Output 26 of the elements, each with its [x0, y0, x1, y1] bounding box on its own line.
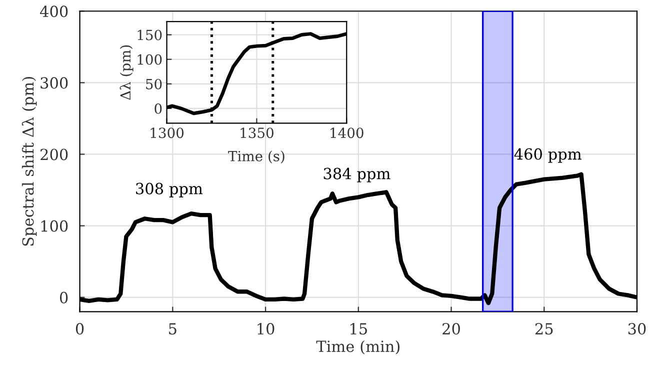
- x-tick-label: 30: [628, 323, 646, 335]
- y-tick-label: 100: [138, 54, 162, 65]
- x-tick-label: 1400: [330, 128, 364, 138]
- x-tick-label: 1300: [150, 128, 184, 138]
- x-tick-label: 15: [350, 323, 367, 335]
- annotation: 384 ppm: [324, 168, 390, 182]
- y-tick-label: 50: [146, 78, 162, 90]
- y-tick-label: 150: [138, 30, 162, 40]
- y-tick-label: 300: [40, 77, 68, 89]
- annotation: 308 ppm: [136, 182, 203, 198]
- x-tick-label: 25: [535, 323, 553, 335]
- y-tick-label: 400: [40, 6, 68, 18]
- y-tick-label: 0: [154, 103, 162, 114]
- x-tick-label: 1350: [240, 128, 274, 138]
- y-tick-label: 0: [60, 292, 68, 304]
- x-tick-label: 10: [258, 323, 274, 335]
- y-axis-title: Spectral shift Δλ (pm): [22, 77, 37, 246]
- x-tick-label: 5: [169, 323, 176, 335]
- x-axis-title: Time (min): [316, 340, 400, 354]
- y-tick-label: 100: [41, 220, 68, 232]
- x-axis-title: Time (s): [228, 150, 284, 164]
- x-tick-label: 20: [442, 323, 460, 335]
- annotation: 460 ppm: [514, 148, 582, 163]
- y-tick-label: 200: [40, 148, 68, 160]
- x-tick-label: 0: [76, 323, 84, 335]
- y-axis-title: Δλ (pm): [120, 45, 134, 100]
